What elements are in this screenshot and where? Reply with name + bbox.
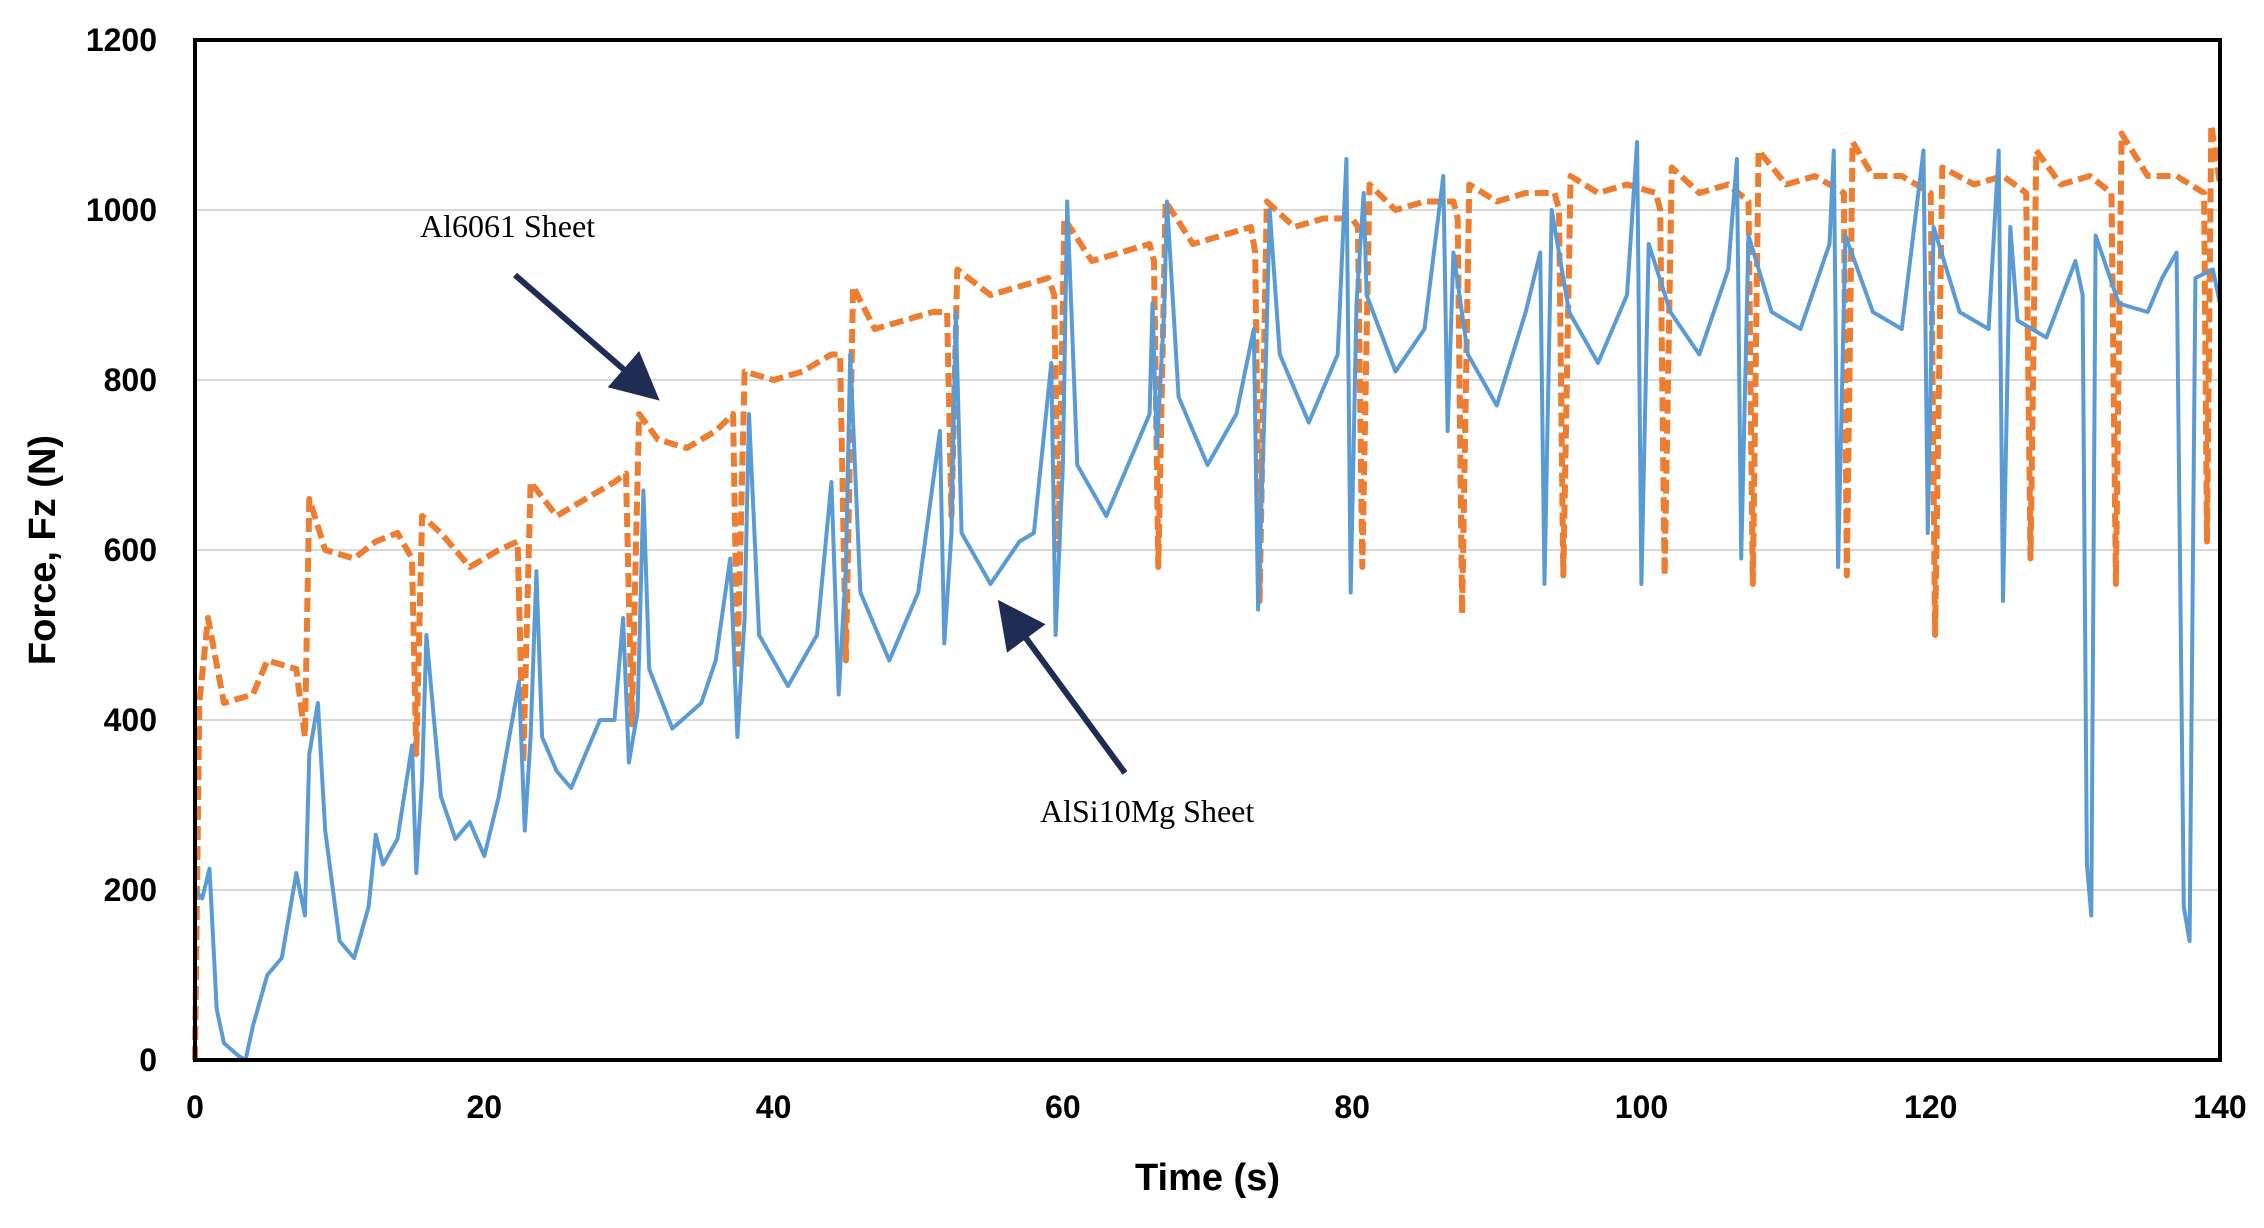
- annotations: Al6061 Sheet AlSi10Mg Sheet: [420, 208, 1254, 829]
- x-tick-label: 120: [1904, 1089, 1957, 1125]
- series-line-0: [192, 122, 2223, 1061]
- annotation-label: Al6061 Sheet: [420, 208, 595, 244]
- plot-frame: [193, 38, 2222, 1062]
- y-axis-title: Force, Fz (N): [22, 435, 64, 665]
- x-axis-title: Time (s): [1135, 1157, 1280, 1199]
- x-tick-label: 0: [186, 1089, 204, 1125]
- annotation-arrow: [513, 272, 660, 401]
- y-tick-label: 400: [104, 702, 157, 738]
- y-tick-label: 600: [104, 532, 157, 568]
- x-tick-label: 140: [2193, 1089, 2246, 1125]
- y-tick-label: 0: [139, 1042, 157, 1078]
- y-tick-label: 1000: [86, 192, 157, 228]
- y-tick-label: 200: [104, 872, 157, 908]
- x-tick-label: 20: [466, 1089, 502, 1125]
- x-tick-label: 60: [1045, 1089, 1081, 1125]
- annotation-label: AlSi10Mg Sheet: [1040, 793, 1254, 829]
- series-lines: [192, 122, 2223, 1062]
- annotation-arrow: [997, 599, 1128, 775]
- series-line-1: [193, 140, 2222, 1062]
- y-tick-label: 1200: [86, 22, 157, 58]
- x-tick-label: 40: [756, 1089, 792, 1125]
- x-tick-label: 80: [1334, 1089, 1370, 1125]
- x-tick-labels: 0 20 40 60 80 100 120 140: [186, 1089, 2247, 1125]
- y-tick-label: 800: [104, 362, 157, 398]
- x-tick-label: 100: [1615, 1089, 1668, 1125]
- y-tick-labels: 0 200 400 600 800 1000 1200: [86, 22, 157, 1078]
